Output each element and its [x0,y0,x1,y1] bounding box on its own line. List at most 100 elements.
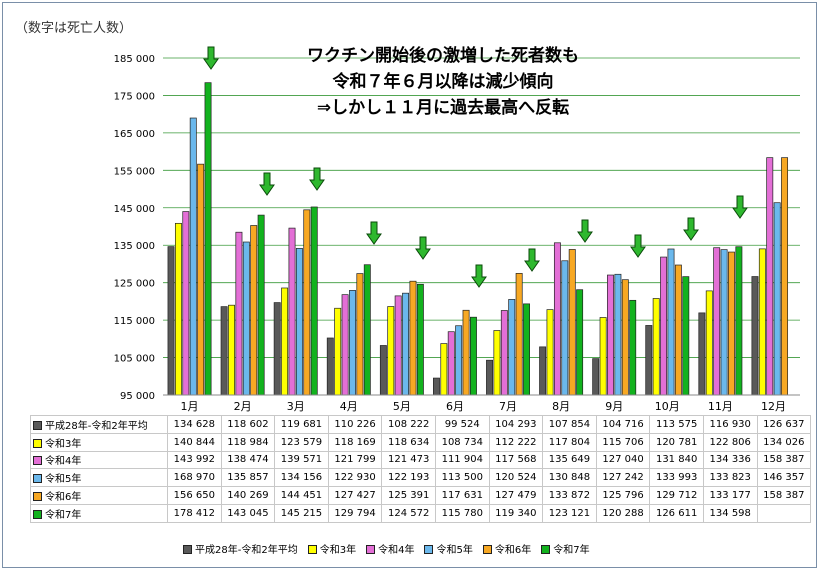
bar [334,307,342,396]
table-cell: 144 451 [274,486,329,505]
down-arrow-icon [577,219,593,243]
table-cell: 113 575 [649,415,704,434]
bar [257,214,265,396]
x-tick-label: 7月 [499,400,517,413]
bar [281,287,289,396]
legend-swatch [541,545,551,554]
bar [341,294,349,396]
bar [614,273,622,396]
row-header: 令和4年 [30,450,168,470]
legend-swatch [424,545,434,554]
down-arrow-icon [471,264,487,288]
bar [220,306,228,396]
bar [539,346,547,396]
row-header-label: 令和5年 [45,474,82,486]
table-cell: 125 391 [381,486,436,505]
bar [189,117,197,396]
table-cell [756,503,812,523]
bar [326,337,334,396]
table-cell: 178 412 [167,503,222,523]
legend-label: 令和4年 [378,545,415,556]
table-cell: 131 840 [649,450,704,470]
bar [363,264,371,396]
legend-item: 令和3年 [307,541,357,556]
down-arrow-icon [366,221,382,245]
table-cell: 112 222 [488,432,544,452]
bar [607,274,614,396]
x-tick-label: 12月 [761,400,786,413]
bar [561,260,569,396]
y-tick-label: 105 000 [114,354,155,365]
bar [447,331,455,396]
table-cell: 168 970 [167,468,222,488]
bar [713,247,721,396]
x-tick-label: 3月 [287,400,305,413]
table-cell: 118 984 [220,432,276,452]
bar [174,222,182,396]
bar [599,317,607,396]
table-cell: 138 474 [220,450,276,470]
legend-label: 平成28年-令和2年平均 [195,545,298,556]
table-cell: 117 568 [488,450,544,470]
bar [592,358,600,396]
table-row: 令和5年 168 970 135 857 134 156 122 930 122 193 1… [30,468,812,488]
y-tick-label: 165 000 [114,129,155,140]
legend: 平成28年-令和2年平均 令和3年 令和4年 令和5年 令和6年 令和7年 [183,541,600,556]
y-tick-label: 125 000 [114,279,155,290]
bar [758,248,766,396]
bar [182,211,190,396]
legend-item: 令和5年 [424,541,473,556]
table-cell: 104 293 [488,415,544,434]
table-cell: 123 579 [274,432,329,452]
table-cell: 129 794 [327,503,383,523]
table-cell: 119 681 [274,415,329,434]
table-cell: 118 634 [381,432,436,452]
legend-swatch [366,545,376,554]
series-swatch [33,509,42,519]
x-tick-label: 6月 [446,400,464,413]
table-cell: 134 628 [167,415,222,434]
headline-line-3: ⇒しかし１１月に過去最高へ反転 [316,98,570,118]
table-cell: 122 930 [327,468,383,488]
legend-label: 令和3年 [319,545,357,556]
table-cell: 121 473 [381,450,436,470]
bar [629,299,637,396]
table-cell: 122 193 [381,468,436,488]
bar [387,306,395,396]
table-cell: 127 242 [595,468,651,488]
row-header-label: 平成28年-令和2年平均 [45,420,148,432]
headline-line-1: ワクチン開始後の激増した死者数も [307,46,579,66]
bar [197,163,205,396]
table-cell: 116 930 [702,415,758,434]
table-cell: 111 904 [434,450,490,470]
x-tick-label: 10月 [655,400,680,413]
bar [462,309,470,396]
bar [455,325,463,396]
table-cell: 108 222 [381,415,436,434]
bar [728,251,735,396]
row-header-label: 令和3年 [45,438,82,450]
table-cell: 127 427 [327,486,383,505]
bar [682,276,690,396]
bar [250,225,258,396]
bar [470,316,477,396]
row-header-label: 令和4年 [45,456,82,468]
bar [515,273,523,396]
table-cell: 134 598 [702,503,758,523]
y-tick-label: 155 000 [114,166,155,177]
bar [440,343,448,396]
table-cell: 113 500 [434,468,490,488]
table-cell: 108 734 [434,432,490,452]
bar [486,359,493,396]
table-cell: 135 857 [220,468,276,488]
table-cell: 139 571 [274,450,329,470]
table-cell: 99 524 [434,415,490,434]
bar [621,279,629,396]
down-arrow-icon [309,167,325,191]
table-cell: 140 844 [167,432,222,452]
table-cell: 110 226 [327,415,383,434]
bar [568,249,576,396]
row-header: 令和7年 [30,503,168,523]
bar [553,242,561,396]
